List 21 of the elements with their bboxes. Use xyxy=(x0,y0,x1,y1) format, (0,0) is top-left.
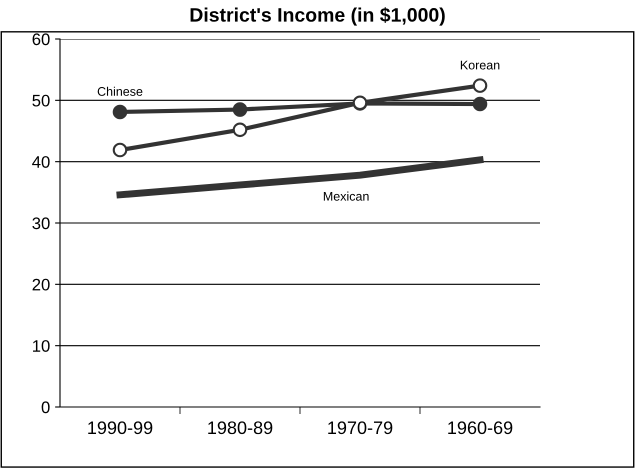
y-tick-label: 0 xyxy=(42,401,50,414)
x-tick-label: 1990-99 xyxy=(88,421,152,434)
x-tick-label: 1980-89 xyxy=(208,421,272,434)
chart-title: District's Income (in $1,000) xyxy=(190,7,445,26)
series-label: Chinese xyxy=(98,86,142,96)
point xyxy=(112,104,128,120)
series-label: Mexican xyxy=(324,192,369,201)
point xyxy=(232,102,248,117)
point xyxy=(232,122,248,138)
point xyxy=(112,142,128,158)
point xyxy=(472,78,488,93)
y-tick-label: 20 xyxy=(32,278,50,291)
y-tick-label: 60 xyxy=(32,33,50,46)
series-label: Korean xyxy=(460,60,500,70)
point xyxy=(472,96,488,112)
y-tick-label: 40 xyxy=(32,156,50,168)
y-tick-label: 50 xyxy=(32,94,50,107)
x-tick-label: 1960-69 xyxy=(448,421,512,434)
x-tick-label: 1970-79 xyxy=(328,421,392,434)
y-tick-label: 10 xyxy=(33,340,50,352)
y-tick-label: 30 xyxy=(32,217,50,230)
